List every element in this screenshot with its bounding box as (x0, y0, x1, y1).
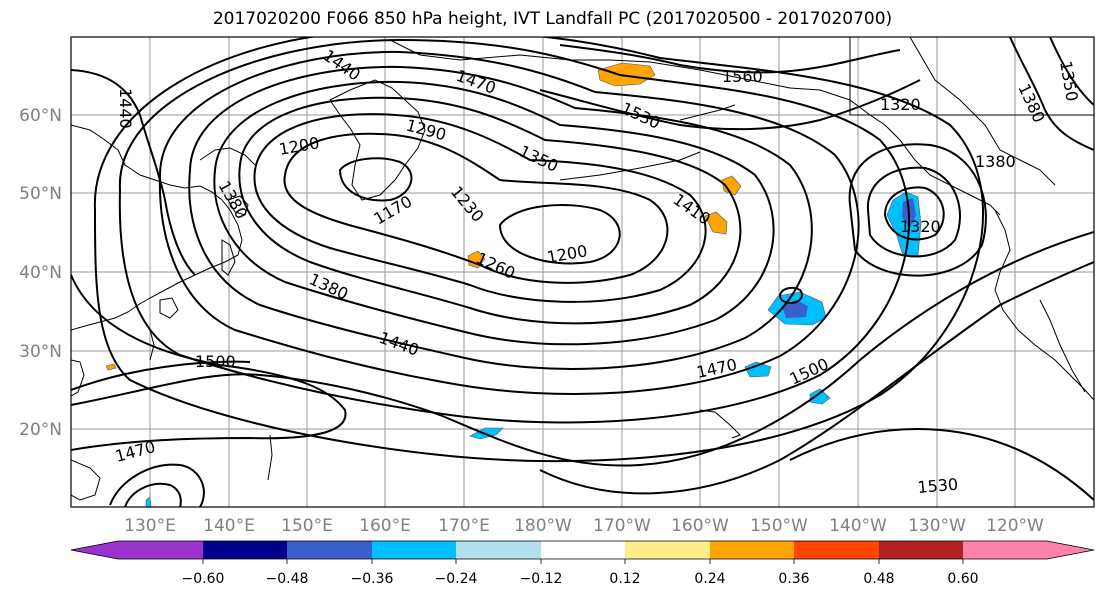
contour-label: 1380 (975, 152, 1016, 171)
ivt-positive-blob (467, 250, 486, 269)
coastlines (71, 37, 1094, 501)
colorbar-segment (710, 541, 794, 559)
colorbar-segment (794, 541, 879, 559)
lon-label: 150°E (281, 516, 333, 536)
lon-label: 170°W (593, 516, 651, 536)
contour-small-low (778, 286, 803, 305)
contour-label: 1530 (917, 475, 959, 497)
lon-label: 140°E (203, 516, 255, 536)
contour-1380-ne (1009, 37, 1094, 151)
contour-label: 1320 (900, 217, 941, 236)
lat-label: 20°N (19, 420, 62, 440)
ivt-positive-blob (105, 363, 117, 371)
colorbar-tick-label: −0.36 (351, 571, 394, 587)
lon-label: 180°W (514, 516, 572, 536)
colorbar-segment (879, 541, 963, 559)
colorbar-segment (541, 541, 625, 559)
contour-1470-west (71, 274, 347, 451)
colorbar-segment (963, 541, 1047, 559)
colorbar: −0.60 −0.48 −0.36 −0.24 −0.12 0.12 0.24 … (70, 540, 1095, 587)
lon-label: 140°W (829, 516, 887, 536)
colorbar-segment (118, 541, 203, 559)
contour-label: 1560 (722, 67, 763, 86)
colorbar-tick-label: −0.12 (520, 571, 563, 587)
map-frame (70, 36, 1095, 508)
contour-1440-nw (71, 69, 196, 276)
contour-1500-west (71, 360, 251, 391)
contour-1380-gulf (848, 143, 987, 277)
ivt-negative-blob (145, 496, 152, 507)
colorbar-tick-label: −0.60 (182, 571, 225, 587)
colorbar-tick-label: −0.48 (266, 571, 309, 587)
ivt-negative-core (782, 300, 808, 318)
contour-1530 (539, 79, 921, 131)
colorbar-tick-label: 0.12 (609, 571, 640, 587)
ivt-positive-blob (721, 175, 742, 196)
lon-label: 150°W (750, 516, 808, 536)
latitude-labels: 60°N 50°N 40°N 30°N 20°N (19, 106, 62, 440)
contour-label: 1440 (116, 88, 135, 129)
contour-1470 (71, 231, 1094, 467)
lat-label: 50°N (19, 184, 62, 204)
lat-label: 30°N (19, 342, 62, 362)
contour-1350 (188, 65, 813, 370)
contour-label: 1320 (880, 95, 921, 114)
colorbar-segment (456, 541, 541, 559)
contour-1560 (559, 44, 901, 74)
colorbar-extend-min (71, 541, 118, 559)
ivt-negative-blob (744, 361, 772, 378)
contour-1200-east (498, 204, 621, 265)
contour-1440 (93, 37, 984, 463)
lon-label: 120°W (986, 516, 1044, 536)
contour-1500 (539, 261, 1094, 495)
contour-1350-gulf (866, 166, 962, 258)
contour-1290 (238, 96, 742, 325)
colorbar-tick-label: 0.60 (947, 571, 978, 587)
contour-1260 (253, 113, 707, 303)
contour-1320 (213, 80, 775, 346)
colorbar-segment (287, 541, 372, 559)
lon-label: 160°E (359, 516, 411, 536)
colorbar-tick-label: −0.24 (435, 571, 478, 587)
contour-1320-gulf (883, 186, 945, 241)
colorbar-tick-label: 0.24 (694, 571, 725, 587)
lon-label: 130°W (908, 516, 966, 536)
colorbar-ticks (202, 559, 964, 564)
contour-1350-ne (1049, 37, 1094, 106)
height-contours (71, 37, 1094, 507)
map-plot-area: 1440 1470 1560 1530 1200 1290 1350 1350 … (70, 36, 1095, 508)
contour-1170 (338, 157, 413, 202)
map-title: 2017020200 F066 850 hPa height, IVT Land… (212, 9, 893, 29)
lat-label: 60°N (19, 106, 62, 126)
lat-label: 40°N (19, 263, 62, 283)
contour-1230 (283, 132, 669, 284)
lon-label: 160°W (671, 516, 729, 536)
contour-1470-sw-inner (124, 482, 182, 507)
lon-label: 130°E (124, 516, 176, 536)
colorbar-segment (203, 541, 287, 559)
colorbar-segment (372, 541, 456, 559)
lon-label: 170°E (438, 516, 490, 536)
colorbar-segment (625, 541, 710, 559)
longitude-labels: 130°E 140°E 150°E 160°E 170°E 180°W 170°… (124, 516, 1044, 536)
colorbar-outline (70, 540, 1095, 560)
contour-label: 1500 (195, 352, 236, 371)
contour-1380 (158, 50, 860, 396)
colorbar-tick-label: 0.48 (863, 571, 894, 587)
contour-1470-sw (109, 463, 205, 507)
colorbar-tick-label: 0.36 (778, 571, 809, 587)
contour-1530-south (789, 428, 1094, 501)
colorbar-extend-max (1047, 541, 1094, 559)
ivt-positive-blob (704, 211, 728, 235)
